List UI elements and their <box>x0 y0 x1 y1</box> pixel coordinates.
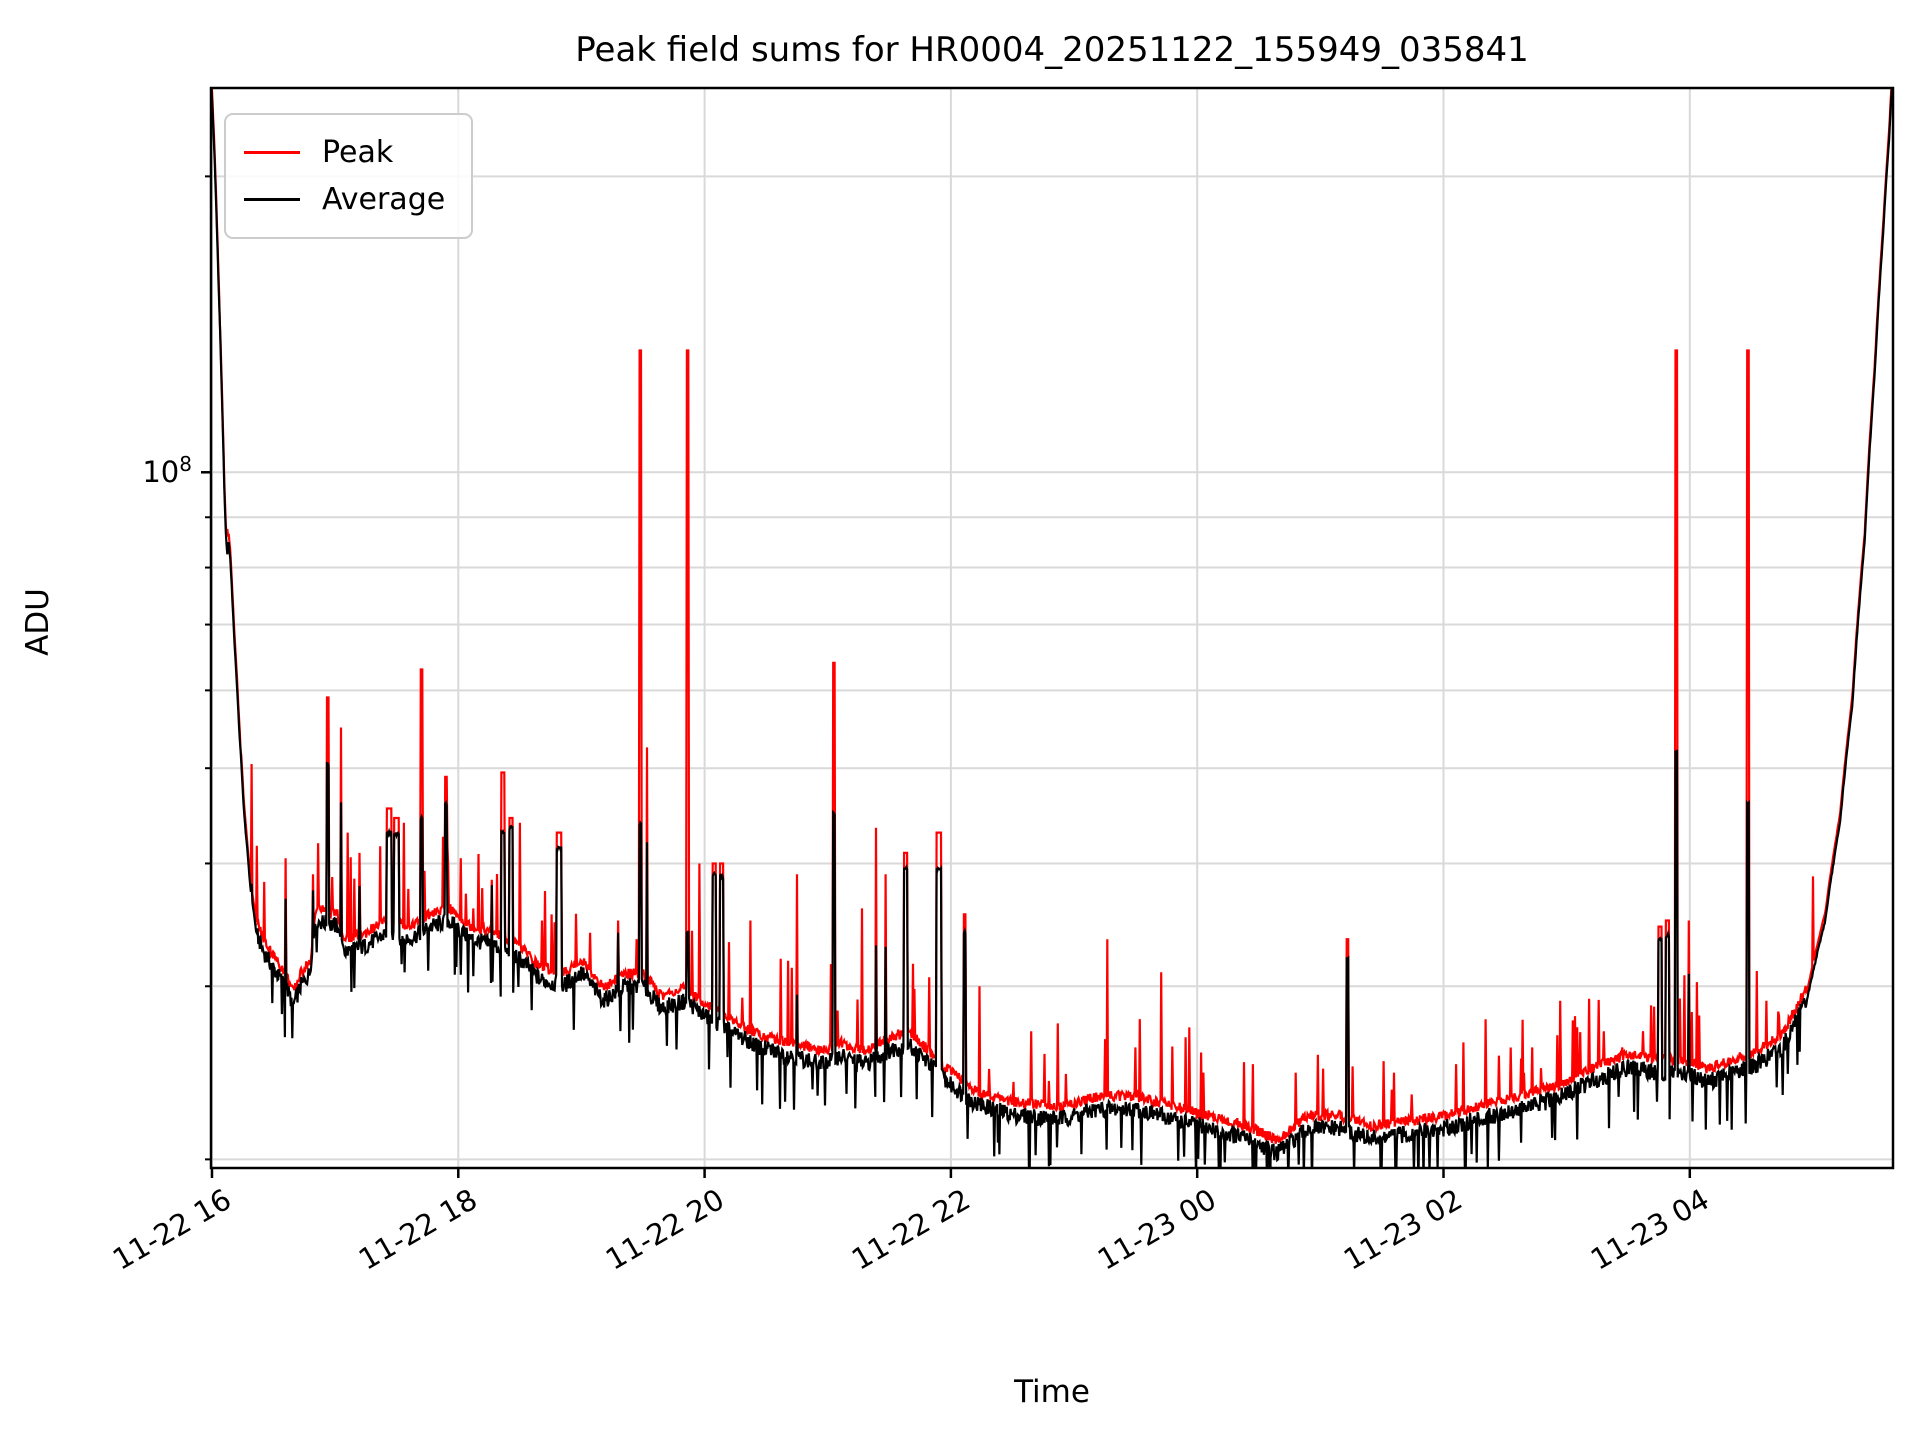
legend-label-peak: Peak <box>322 134 394 170</box>
chart-title: Peak field sums for HR0004_20251122_1559… <box>575 30 1529 70</box>
legend-item-average: Average <box>244 176 445 223</box>
y-tick-base: 10 <box>142 454 180 489</box>
average-line <box>211 88 1893 1168</box>
y-tick-exponent: 8 <box>179 452 192 477</box>
legend: Peak Average <box>224 113 474 239</box>
legend-line-swatch-peak <box>244 151 300 154</box>
legend-label-average: Average <box>322 181 446 217</box>
axes-spines <box>209 86 1895 1170</box>
y-axis-label: ADU <box>20 588 56 656</box>
grid-lines <box>210 88 1893 1168</box>
legend-item-peak: Peak <box>244 129 445 176</box>
x-axis-label: Time <box>1014 1374 1090 1410</box>
y-tick-label-1e8: 108 <box>142 452 192 489</box>
legend-line-swatch-average <box>244 198 300 201</box>
tick-marks <box>201 175 1692 1178</box>
series-lines <box>211 88 1893 1168</box>
